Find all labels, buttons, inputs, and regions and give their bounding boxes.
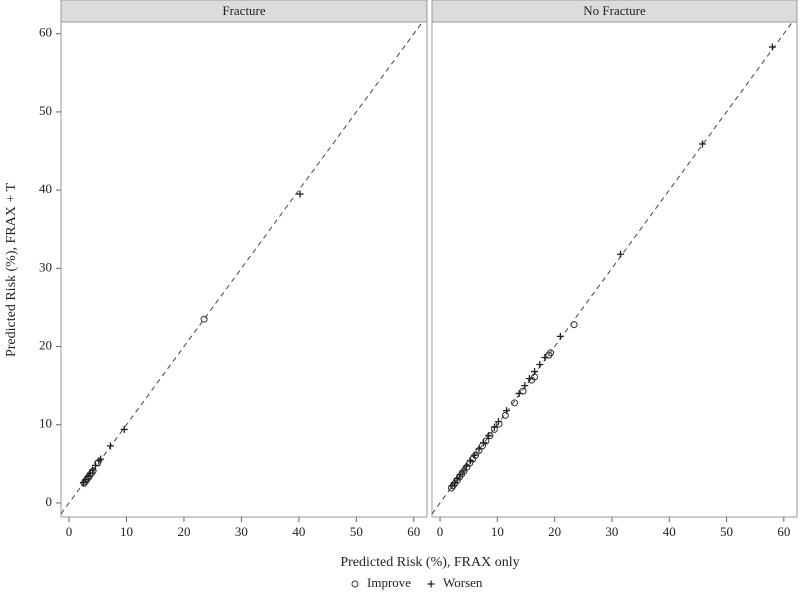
worsen-point <box>525 375 533 383</box>
worsen-point <box>556 332 564 340</box>
x-tick-label: 20 <box>548 524 561 539</box>
worsen-point <box>536 361 544 369</box>
improve-point <box>482 437 490 445</box>
worsen-point <box>453 475 461 483</box>
worsen-point <box>475 445 483 453</box>
improve-point <box>519 387 527 395</box>
improve-point <box>501 411 509 419</box>
x-tick-label: 60 <box>777 524 790 539</box>
worsen-point <box>456 471 464 479</box>
plot-frame <box>431 21 798 518</box>
worsen-point <box>515 389 523 397</box>
x-tick-label: 10 <box>120 524 133 539</box>
improve-point <box>511 399 519 407</box>
worsen-point <box>531 368 539 376</box>
panel-title: Fracture <box>222 3 266 18</box>
x-tick-label: 0 <box>437 524 444 539</box>
worsen-point <box>480 439 488 447</box>
panel-title: No Fracture <box>583 3 646 18</box>
y-tick-label: 10 <box>39 416 52 431</box>
worsen-point <box>106 442 114 450</box>
y-tick-label: 60 <box>39 25 52 40</box>
worsen-point <box>296 190 304 198</box>
plot-frame <box>60 21 428 518</box>
worsen-point <box>485 432 493 440</box>
x-axis-label: Predicted Risk (%), FRAX only <box>340 555 519 570</box>
y-tick-label: 30 <box>39 259 52 274</box>
y-tick-label: 20 <box>39 338 52 353</box>
worsen-point <box>466 457 474 465</box>
worsen-point <box>617 250 625 258</box>
worsen-point <box>494 418 502 426</box>
worsen-point <box>698 140 706 148</box>
x-tick-label: 30 <box>605 524 618 539</box>
worsen-point <box>768 43 776 51</box>
x-tick-label: 40 <box>663 524 676 539</box>
worsen-point <box>459 467 467 475</box>
worsen-point <box>95 457 103 465</box>
worsen-point <box>97 455 105 463</box>
x-tick-label: 20 <box>177 524 190 539</box>
reference-line <box>60 21 423 515</box>
worsen-point <box>470 451 478 459</box>
x-tick-label: 30 <box>235 524 248 539</box>
x-tick-label: 50 <box>350 524 363 539</box>
worsen-point <box>91 461 99 469</box>
worsen-point <box>462 462 470 470</box>
worsen-point <box>490 423 498 431</box>
legend-marker <box>351 580 359 588</box>
worsen-point <box>521 382 529 390</box>
legend-label: Worsen <box>443 575 483 590</box>
worsen-point <box>120 425 128 433</box>
x-tick-label: 60 <box>407 524 420 539</box>
legend-marker <box>427 580 435 588</box>
improve-point <box>200 315 208 323</box>
y-axis-label: Predicted Risk (%), FRAX + T <box>4 183 19 358</box>
x-tick-label: 50 <box>720 524 733 539</box>
legend-label: Improve <box>367 575 411 590</box>
x-tick-label: 0 <box>66 524 73 539</box>
y-tick-label: 0 <box>46 494 53 509</box>
x-tick-label: 40 <box>292 524 305 539</box>
reference-line <box>431 21 793 515</box>
worsen-point <box>450 479 458 487</box>
y-tick-label: 40 <box>39 181 52 196</box>
worsen-point <box>502 407 510 415</box>
improve-point <box>547 349 555 357</box>
worsen-point <box>89 466 97 474</box>
improve-point <box>94 459 102 467</box>
y-tick-label: 50 <box>39 103 52 118</box>
improve-point <box>570 321 578 329</box>
x-tick-label: 10 <box>491 524 504 539</box>
worsen-point <box>541 353 549 361</box>
